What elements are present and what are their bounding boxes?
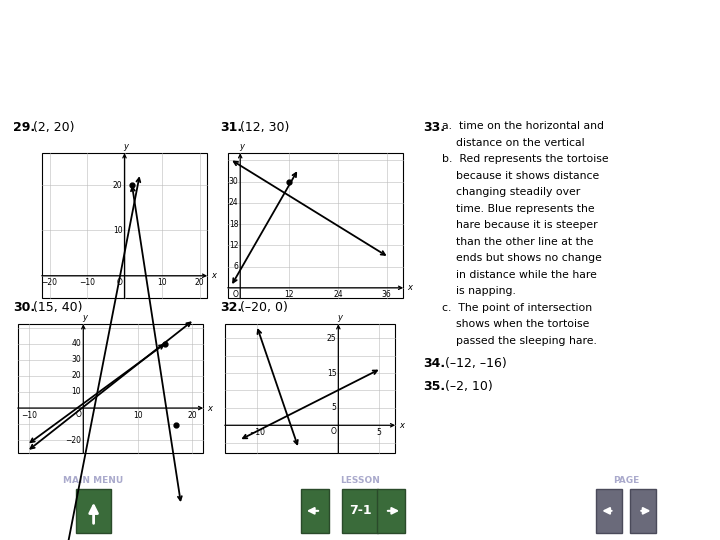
Bar: [42, 153, 207, 299]
Text: x: x: [211, 271, 216, 280]
Text: 18: 18: [229, 220, 238, 228]
Text: b.  Red represents the tortoise: b. Red represents the tortoise: [442, 154, 608, 164]
Text: 32.: 32.: [220, 301, 242, 314]
Text: Hall: Hall: [661, 61, 675, 67]
Text: −10: −10: [249, 428, 266, 437]
Text: 25: 25: [327, 334, 336, 343]
Bar: [225, 325, 395, 453]
Text: y: y: [239, 143, 243, 151]
Text: 34.: 34.: [423, 357, 445, 370]
Text: 6: 6: [233, 262, 238, 271]
Text: 24: 24: [333, 291, 343, 299]
Text: 29.: 29.: [13, 122, 35, 134]
FancyBboxPatch shape: [596, 489, 622, 532]
Text: ALGEBRA 1  LESSON 7-1: ALGEBRA 1 LESSON 7-1: [11, 55, 132, 63]
Text: (2, 20): (2, 20): [33, 122, 74, 134]
Text: 24: 24: [228, 198, 238, 207]
Text: 7-1: 7-1: [348, 504, 372, 517]
Text: 10: 10: [113, 226, 122, 235]
Text: 35.: 35.: [423, 380, 445, 394]
Text: 20: 20: [113, 180, 122, 190]
Bar: [18, 325, 203, 453]
Text: Solving Systems by Graphing: Solving Systems by Graphing: [11, 18, 333, 37]
FancyBboxPatch shape: [377, 489, 405, 532]
Text: y: y: [337, 313, 342, 322]
Text: x: x: [399, 421, 404, 430]
Text: PAGE: PAGE: [613, 476, 639, 485]
Text: a.  time on the horizontal and: a. time on the horizontal and: [442, 122, 604, 131]
Text: x: x: [407, 284, 412, 292]
Text: 40: 40: [71, 339, 81, 348]
Text: c.  The point of intersection: c. The point of intersection: [442, 303, 592, 313]
Text: O: O: [233, 290, 238, 299]
Text: y: y: [82, 313, 87, 322]
Text: O: O: [76, 410, 81, 419]
Text: (–20, 0): (–20, 0): [240, 301, 288, 314]
Text: 20: 20: [72, 372, 81, 380]
Text: LESSON: LESSON: [340, 476, 380, 485]
Text: ends but shows no change: ends but shows no change: [442, 253, 602, 264]
FancyBboxPatch shape: [76, 489, 111, 532]
Text: x: x: [207, 403, 212, 413]
Text: distance on the vertical: distance on the vertical: [442, 138, 585, 148]
Text: 5: 5: [331, 403, 336, 413]
Text: 33.: 33.: [423, 122, 445, 134]
Text: shows when the tortoise: shows when the tortoise: [442, 319, 590, 329]
Text: 20: 20: [194, 278, 204, 287]
Text: 5: 5: [377, 428, 382, 437]
Text: because it shows distance: because it shows distance: [442, 171, 599, 181]
Text: 30.: 30.: [13, 301, 35, 314]
Text: MAIN MENU: MAIN MENU: [63, 476, 124, 485]
Text: 30: 30: [228, 177, 238, 186]
Text: 12: 12: [229, 241, 238, 250]
Text: 12: 12: [284, 291, 294, 299]
Text: (12, 30): (12, 30): [240, 122, 289, 134]
Text: O: O: [117, 278, 122, 287]
Text: O: O: [330, 427, 336, 436]
Text: (15, 40): (15, 40): [33, 301, 83, 314]
Text: 15: 15: [327, 369, 336, 377]
Text: 36: 36: [382, 291, 392, 299]
Text: PEARSON: PEARSON: [647, 16, 688, 24]
Text: changing steadily over: changing steadily over: [442, 187, 580, 198]
Text: (–12, –16): (–12, –16): [445, 357, 507, 370]
Text: Student Edition Answers: Student Edition Answers: [9, 93, 154, 104]
FancyBboxPatch shape: [342, 489, 378, 532]
Text: 10: 10: [133, 410, 143, 420]
Text: time. Blue represents the: time. Blue represents the: [442, 204, 595, 214]
Text: −10: −10: [21, 410, 37, 420]
FancyBboxPatch shape: [301, 489, 329, 532]
Text: is napping.: is napping.: [442, 286, 516, 296]
Text: −20: −20: [66, 436, 81, 445]
FancyBboxPatch shape: [631, 489, 657, 532]
Text: than the other line at the: than the other line at the: [442, 237, 593, 247]
Text: −20: −20: [42, 278, 58, 287]
Text: 31.: 31.: [220, 122, 242, 134]
Text: 30: 30: [71, 355, 81, 364]
Text: −10: −10: [79, 278, 95, 287]
Text: hare because it is steeper: hare because it is steeper: [442, 220, 598, 231]
Text: passed the sleeping hare.: passed the sleeping hare.: [442, 336, 597, 346]
Text: 20: 20: [187, 410, 197, 420]
Bar: [228, 153, 403, 299]
Text: Prentice: Prentice: [654, 40, 682, 46]
Text: 10: 10: [72, 388, 81, 396]
Text: 10: 10: [157, 278, 167, 287]
Text: (–2, 10): (–2, 10): [445, 380, 492, 394]
Text: y: y: [123, 143, 128, 151]
Text: in distance while the hare: in distance while the hare: [442, 270, 597, 280]
